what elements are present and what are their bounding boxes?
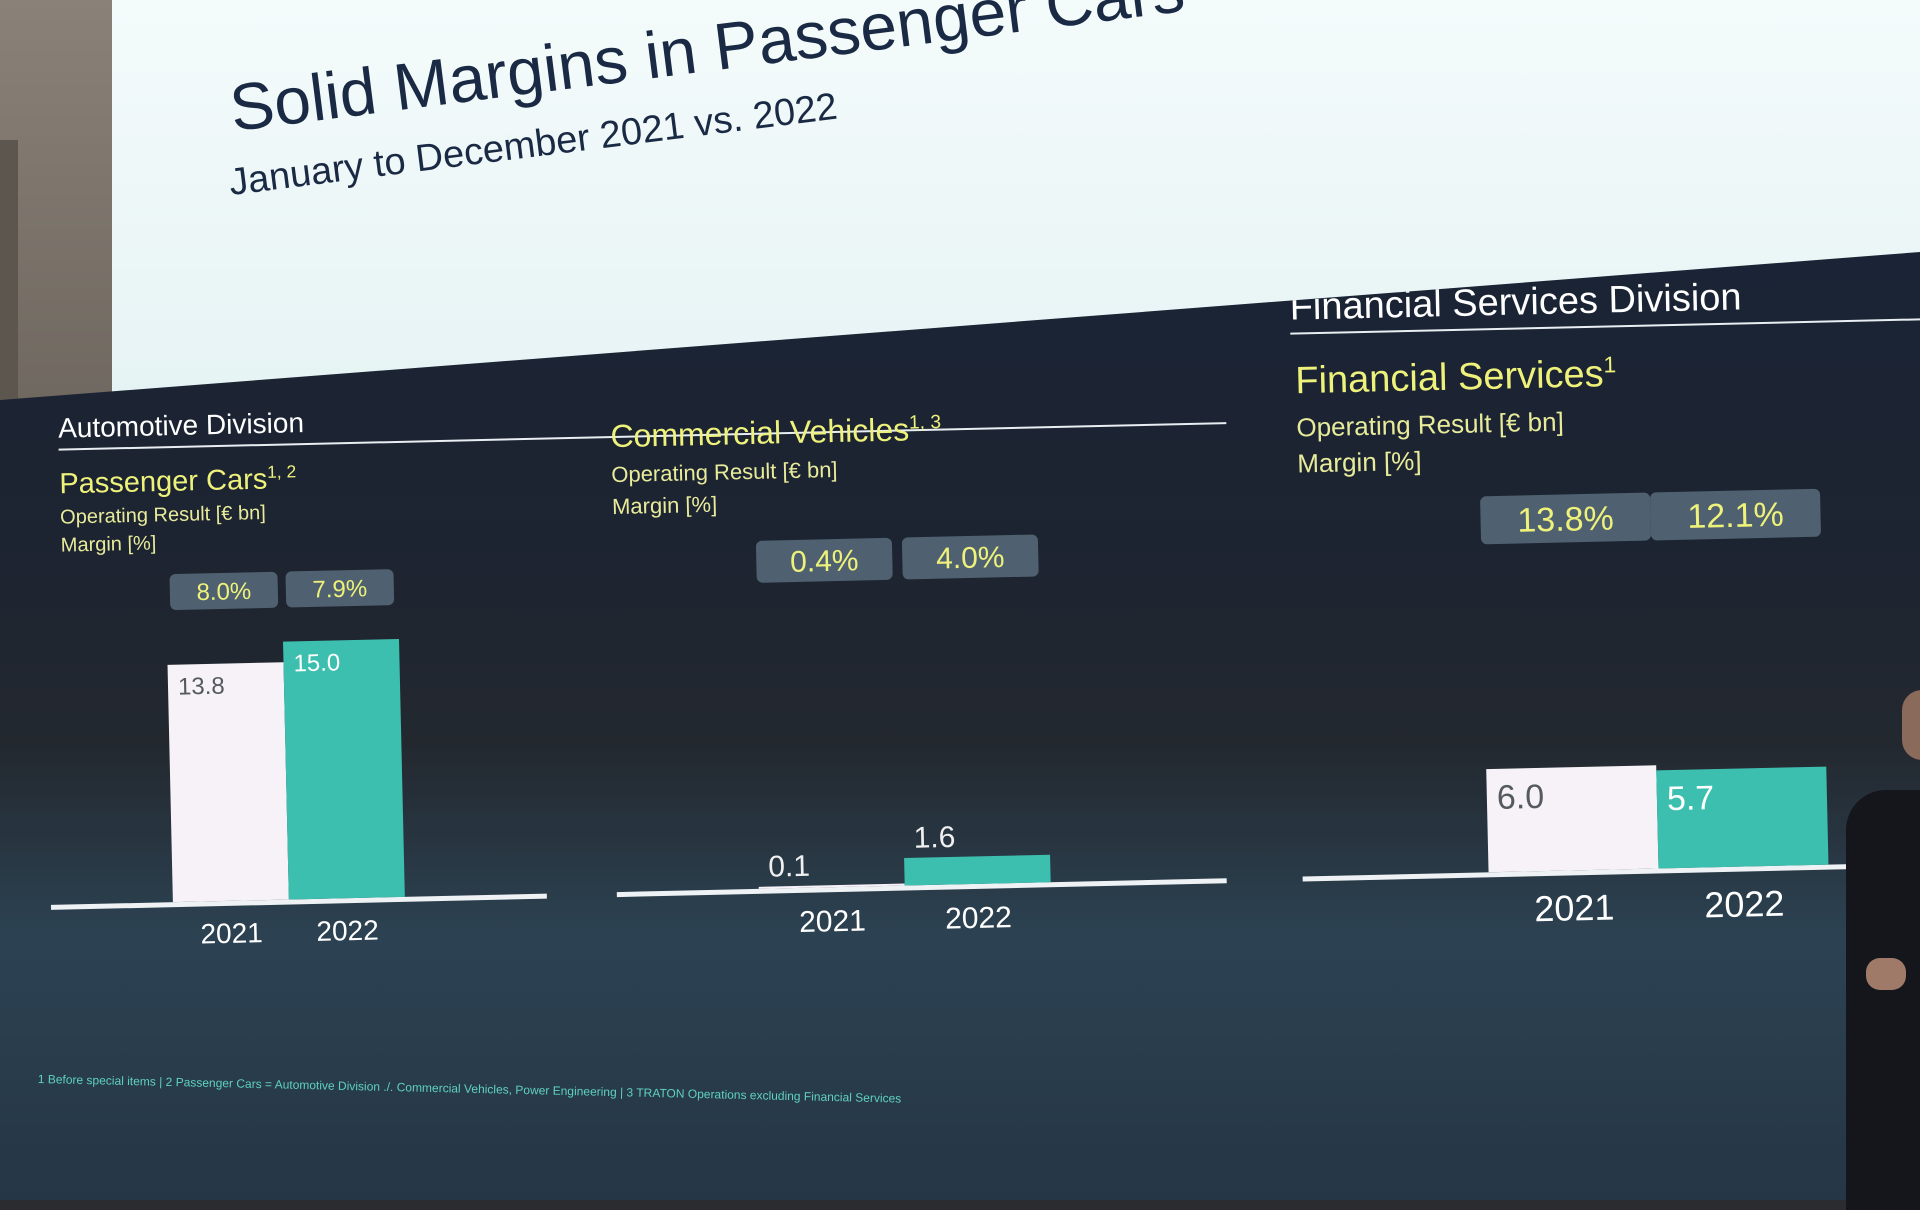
chart-baseline [1302,862,1920,882]
bar-2022 [1656,766,1829,869]
margin-label: 8.0% [196,578,251,606]
bar-value-label: 5.7 [1667,779,1715,818]
category-label: 2021 [1534,886,1615,929]
bar-value-label: 13.8 [178,673,225,701]
bar-2022 [904,854,1051,886]
margin-pill [901,534,1039,580]
bar-value-label: 0.1 [768,850,810,884]
bar-2021 [758,883,905,889]
margin-label: 7.9% [312,575,367,603]
margin-pill [169,571,279,611]
bar-2021 [167,662,289,903]
margin-pill [285,569,395,608]
margin-pill [1480,492,1651,545]
margin-label: 4.0% [936,541,1005,576]
presenter-hand [1866,958,1906,990]
margin-pill [1650,488,1821,541]
category-label: 2022 [945,901,1012,936]
bar-2021 [1486,765,1659,873]
margin-label: 12.1% [1687,496,1784,536]
wall-edge [0,140,18,420]
margin-pill [755,537,893,583]
chart-baseline [50,893,547,910]
bar-value-label: 1.6 [913,821,955,855]
presenter-head [1902,690,1920,760]
category-label: 2022 [316,914,379,946]
category-label: 2021 [799,904,866,939]
margin-label: 0.4% [790,544,859,579]
chart-baseline [616,878,1227,898]
bar-value-label: 15.0 [293,649,340,677]
category-label: 2021 [200,917,263,949]
category-label: 2022 [1704,883,1785,926]
bar-2022 [283,638,405,900]
margin-label: 13.8% [1517,500,1614,540]
bar-value-label: 6.0 [1496,778,1544,817]
presenter [1846,790,1920,1210]
